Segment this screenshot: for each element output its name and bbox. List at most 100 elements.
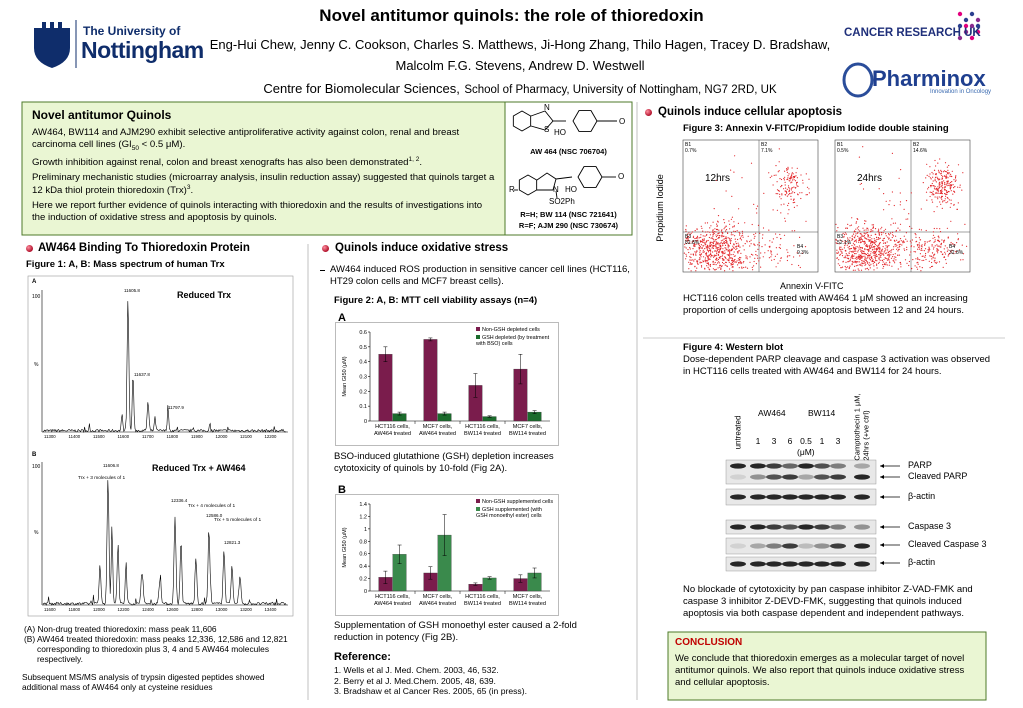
event-dot — [861, 262, 863, 264]
event-dot — [915, 258, 917, 260]
event-dot — [725, 261, 727, 264]
event-dot — [849, 265, 851, 267]
cruk-dots — [957, 11, 981, 41]
event-dot — [932, 180, 934, 182]
event-dot — [694, 237, 696, 240]
event-dot — [868, 257, 871, 259]
event-dot — [844, 245, 846, 247]
event-dot — [943, 187, 946, 189]
band — [830, 543, 846, 549]
event-dot — [713, 208, 715, 210]
event-dot — [729, 268, 731, 270]
event-dot — [858, 245, 861, 247]
event-dot — [906, 262, 908, 264]
legend-text: GSH depleted (by treatment with BSO) cel… — [476, 335, 550, 348]
event-dot — [891, 265, 893, 267]
x-tick-label: 12400 — [142, 607, 154, 612]
event-dot — [752, 269, 754, 271]
event-dot — [955, 250, 957, 253]
event-dot — [692, 253, 694, 255]
event-dot — [883, 230, 885, 232]
event-dot — [924, 248, 927, 250]
event-dot — [708, 264, 710, 266]
event-dot — [729, 257, 732, 259]
event-dot — [808, 178, 810, 180]
event-dot — [925, 191, 928, 193]
event-dot — [868, 240, 870, 242]
event-dot — [871, 249, 874, 251]
event-dot — [888, 250, 891, 252]
event-dot — [919, 239, 921, 241]
conclusion-text: We conclude that thioredoxin emerges as … — [675, 653, 965, 688]
band — [766, 474, 782, 480]
event-dot — [877, 244, 880, 246]
y-tick-label: 1 — [364, 527, 367, 533]
event-dot — [928, 240, 930, 242]
event-dot — [711, 244, 713, 246]
event-dot — [692, 236, 695, 239]
event-dot — [884, 242, 886, 244]
event-dot — [712, 229, 714, 231]
event-dot — [924, 241, 926, 243]
event-dot — [883, 193, 885, 195]
event-dot — [714, 228, 716, 230]
event-dot — [799, 236, 801, 238]
event-dot — [895, 235, 897, 237]
event-dot — [897, 250, 899, 252]
event-dot — [736, 247, 738, 250]
event-dot — [929, 184, 932, 187]
event-dot — [776, 189, 779, 191]
event-dot — [733, 251, 735, 253]
figure-title: Figure 1: A, B: Mass spectrum of human T… — [26, 259, 225, 270]
event-dot — [866, 268, 868, 270]
event-dot — [775, 174, 777, 176]
event-dot — [729, 242, 732, 245]
event-dot — [716, 249, 718, 252]
event-dot — [877, 246, 879, 248]
event-dot — [908, 213, 910, 215]
event-dot — [847, 238, 849, 240]
event-dot — [859, 230, 861, 232]
event-dot — [691, 241, 693, 243]
event-dot — [957, 164, 960, 166]
event-dot — [728, 254, 730, 257]
event-dot — [715, 247, 718, 249]
event-dot — [947, 249, 949, 251]
event-dot — [707, 266, 709, 268]
event-dot — [951, 184, 953, 186]
event-dot — [893, 258, 895, 260]
event-dot — [947, 173, 949, 175]
event-dot — [902, 242, 904, 244]
event-dot — [802, 179, 804, 181]
event-dot — [757, 248, 759, 250]
error-bar — [518, 574, 523, 583]
dose-label: 0.5 — [800, 436, 812, 446]
event-dot — [918, 244, 921, 246]
event-dot — [899, 192, 901, 194]
event-dot — [781, 193, 783, 195]
event-dot — [878, 233, 880, 235]
event-dot — [897, 241, 899, 243]
event-dot — [862, 188, 865, 190]
event-dot — [855, 262, 857, 264]
event-dot — [798, 264, 800, 267]
event-dot — [855, 265, 858, 267]
event-dot — [779, 233, 781, 236]
quadrant-value: 0.7% — [685, 148, 697, 154]
event-dot — [847, 223, 849, 225]
band — [750, 524, 766, 530]
event-dot — [725, 247, 727, 249]
event-dot — [718, 244, 720, 246]
event-dot — [937, 188, 939, 190]
event-dot — [891, 236, 893, 239]
event-dot — [730, 237, 732, 240]
event-dot — [934, 240, 936, 243]
event-dot — [738, 234, 741, 236]
event-dot — [709, 254, 711, 256]
event-dot — [938, 235, 940, 237]
text: . — [190, 185, 194, 197]
event-dot — [942, 171, 945, 173]
event-dot — [717, 248, 719, 250]
event-dot — [840, 248, 842, 250]
